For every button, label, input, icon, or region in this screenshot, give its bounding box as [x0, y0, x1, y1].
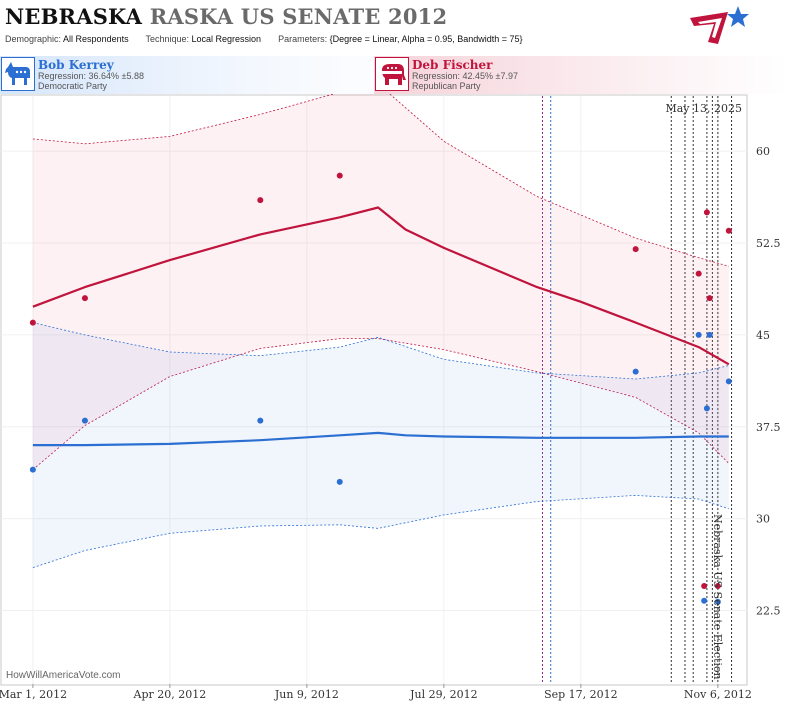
x-tick-label: Jun 9, 2012: [274, 688, 339, 701]
bob-kerrey-poll-point: [695, 331, 702, 338]
deb-fischer-poll-point: [695, 270, 702, 277]
parameters-value: {Degree = Linear, Alpha = 0.95, Bandwidt…: [329, 34, 523, 44]
x-tick-label: Nov 6, 2012: [684, 688, 752, 701]
dem-regression: Regression: 36.64% ±5.88: [38, 71, 145, 81]
y-tick-label: 60: [756, 145, 770, 158]
technique-label: Technique:: [145, 34, 189, 44]
y-tick-label: 37.5: [756, 421, 781, 434]
title-race: RASKA US SENATE 2012: [149, 4, 448, 29]
site-credit: HowWillAmericaVote.com: [6, 670, 120, 681]
plot-frame: [0, 94, 748, 686]
demographic-value: All Respondents: [63, 34, 129, 44]
technique-value: Local Regression: [191, 34, 262, 44]
bob-kerrey-poll-point: [703, 405, 710, 412]
bob-kerrey-poll-point: [336, 478, 343, 485]
bob-kerrey-trend-line: [32, 431, 729, 447]
bob-kerrey-band-upper: [32, 322, 729, 380]
date-stamp: May 13, 2025: [665, 102, 742, 115]
y-tick-label: 52.5: [756, 237, 781, 250]
header: NEBRASKA RASKA US SENATE 2012 Demographi…: [0, 0, 789, 50]
bob-kerrey-poll-point: [701, 597, 708, 604]
rep-regression: Regression: 42.45% ±7.97: [412, 71, 519, 81]
rep-candidate-name: Deb Fischer: [412, 58, 493, 72]
y-tick-label: 22.5: [756, 605, 781, 618]
deb-fischer-confidence-band: [32, 94, 729, 470]
dem-candidate-name: Bob Kerrey: [38, 58, 114, 72]
dem-party: Democratic Party: [38, 81, 108, 91]
y-tick-label: 30: [756, 513, 770, 526]
x-tick-label: Sep 17, 2012: [544, 688, 618, 701]
deb-fischer-poll-point: [29, 319, 36, 326]
deb-fischer-poll-point: [714, 583, 721, 589]
deb-fischer-poll-point: [703, 209, 710, 216]
polling-chart: 22.5 30 37.5 45 52.5 60 Mar 1, 2012 Apr 20, 20…: [0, 94, 781, 701]
elephant-icon: [375, 57, 409, 91]
election-event-label: Nebraska US Senate Election: [711, 514, 724, 680]
deb-fischer-poll-point: [81, 295, 88, 302]
bob-kerrey-poll-point: [632, 368, 639, 375]
bob-kerrey-poll-point: [29, 466, 36, 473]
bob-kerrey-poll-point: [725, 378, 732, 385]
site-logo-icon: [690, 6, 749, 44]
donkey-icon: [1, 57, 35, 91]
deb-fischer-band-upper: [32, 94, 729, 267]
rep-party: Republican Party: [412, 81, 481, 91]
bob-kerrey-poll-point: [257, 417, 264, 424]
deb-fischer-poll-point: [701, 583, 708, 589]
title-state: NEBRASKA: [5, 4, 143, 29]
bob-kerrey-poll-point: [714, 598, 721, 605]
deb-fischer-trend-line: [32, 206, 730, 366]
y-tick-label: 45: [756, 329, 770, 342]
x-tick-label: Jul 29, 2012: [409, 688, 478, 701]
deb-fischer-poll-point: [336, 172, 343, 179]
parameters-label: Parameters:: [278, 34, 328, 44]
x-tick-label: Apr 20, 2012: [133, 688, 207, 701]
bob-kerrey-poll-point: [81, 417, 88, 424]
bob-kerrey-poll-point: [706, 331, 713, 338]
parameters-line: Demographic: All Respondents Technique: …: [5, 34, 523, 44]
legend-democrat: Bob Kerrey Regression: 36.64% ±5.88 Demo…: [0, 56, 430, 94]
bob-kerrey-band-lower: [32, 494, 729, 568]
bob-kerrey-confidence-band: [32, 322, 729, 568]
deb-fischer-poll-point: [257, 197, 264, 204]
legend-republican: Deb Fischer Regression: 42.45% ±7.97 Rep…: [374, 56, 789, 94]
x-tick-label: Mar 1, 2012: [0, 688, 67, 701]
deb-fischer-band-lower: [32, 338, 730, 470]
demographic-label: Demographic:: [5, 34, 62, 44]
deb-fischer-poll-point: [725, 227, 732, 234]
deb-fischer-poll-point: [706, 295, 713, 302]
deb-fischer-poll-point: [632, 246, 639, 253]
page-title: NEBRASKA RASKA US SENATE 2012: [5, 4, 447, 29]
